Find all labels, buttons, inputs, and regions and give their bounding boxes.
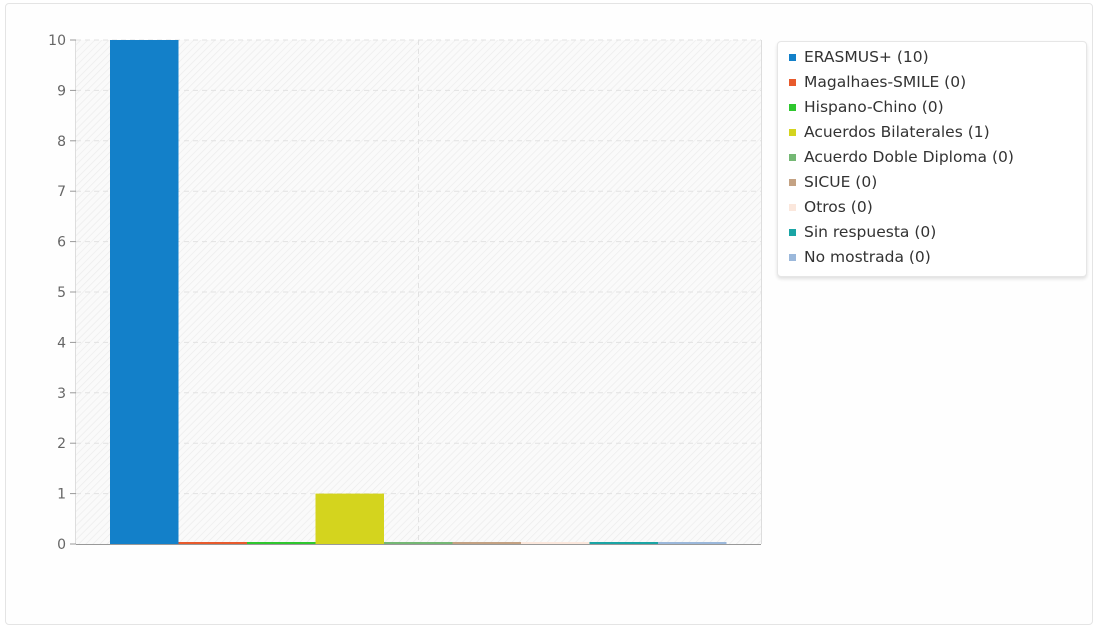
bar-acuerdo-doble-diploma[interactable] [384, 542, 453, 544]
legend-label: Hispano-Chino (0) [804, 98, 944, 116]
legend-item[interactable]: Acuerdo Doble Diploma (0) [778, 145, 1086, 170]
legend-label: Otros (0) [804, 198, 873, 216]
bar-hispano-chino[interactable] [247, 542, 316, 544]
bar-acuerdos-bilaterales[interactable] [315, 493, 385, 544]
legend-item[interactable]: SICUE (0) [778, 170, 1086, 195]
y-axis-ticks: 0 1 2 3 4 5 6 7 8 9 10 [48, 33, 76, 553]
legend-swatch [789, 204, 796, 211]
legend-swatch [789, 229, 796, 236]
bar-no-mostrada[interactable] [658, 542, 727, 544]
y-tick-label: 4 [57, 335, 66, 351]
grid-lines [76, 39, 761, 544]
bar-magalhaes-smile[interactable] [178, 542, 248, 544]
legend-label: Sin respuesta (0) [804, 223, 937, 241]
y-tick-label: 1 [57, 487, 66, 503]
legend-item[interactable]: Magalhaes-SMILE (0) [778, 70, 1086, 95]
legend-item[interactable]: No mostrada (0) [778, 245, 1086, 270]
y-tick-label: 10 [48, 33, 66, 49]
legend-item[interactable]: Acuerdos Bilaterales (1) [778, 120, 1086, 145]
legend-item[interactable]: Hispano-Chino (0) [778, 95, 1086, 120]
bar-erasmus-[interactable] [110, 40, 179, 544]
legend-item[interactable]: Otros (0) [778, 195, 1086, 220]
bar-sin-respuesta[interactable] [589, 542, 659, 544]
y-tick-label: 9 [57, 83, 66, 99]
y-tick-label: 6 [57, 235, 66, 251]
legend-item[interactable]: Sin respuesta (0) [778, 220, 1086, 245]
legend-swatch [789, 129, 796, 136]
legend-swatch [789, 154, 796, 161]
bar-sicue[interactable] [452, 542, 522, 544]
legend-label: ERASMUS+ (10) [804, 48, 929, 66]
y-tick-label: 7 [57, 184, 66, 200]
y-tick-label: 5 [57, 285, 66, 301]
legend-label: Magalhaes-SMILE (0) [804, 73, 967, 91]
legend-item[interactable]: ERASMUS+ (10) [778, 45, 1086, 70]
legend-swatch [789, 254, 796, 261]
legend-swatch [789, 79, 796, 86]
bars [110, 40, 727, 544]
legend-label: Acuerdo Doble Diploma (0) [804, 148, 1014, 166]
legend-swatch [789, 54, 796, 61]
legend-label: SICUE (0) [804, 173, 878, 191]
legend-label: Acuerdos Bilaterales (1) [804, 123, 990, 141]
y-tick-label: 8 [57, 134, 66, 150]
y-tick-label: 0 [57, 537, 66, 553]
legend-label: No mostrada (0) [804, 248, 931, 266]
bar-otros[interactable] [521, 542, 590, 544]
legend-swatch [789, 179, 796, 186]
y-tick-label: 2 [57, 436, 66, 452]
y-tick-label: 3 [57, 386, 66, 402]
legend: ERASMUS+ (10) Magalhaes-SMILE (0) Hispano-… [777, 41, 1087, 277]
legend-swatch [789, 104, 796, 111]
